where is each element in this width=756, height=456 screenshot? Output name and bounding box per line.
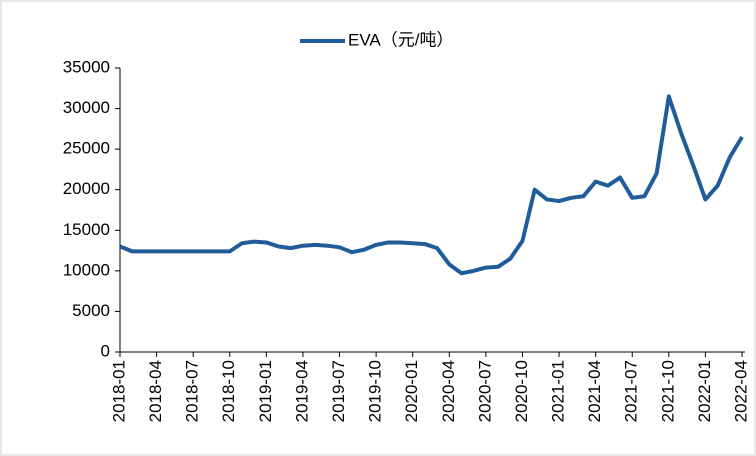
x-tick-label: 2021-10 xyxy=(658,360,677,422)
x-tick-label: 2020-07 xyxy=(475,360,494,422)
x-tick-label: 2019-10 xyxy=(366,360,385,422)
y-tick-label: 0 xyxy=(101,341,110,360)
y-tick-label: 15000 xyxy=(63,220,110,239)
x-tick-label: 2021-04 xyxy=(585,360,604,422)
x-tick-label: 2018-01 xyxy=(109,360,128,422)
y-tick-label: 25000 xyxy=(63,139,110,158)
x-tick-label: 2022-04 xyxy=(731,360,750,422)
x-tick-label: 2022-01 xyxy=(695,360,714,422)
x-tick-label: 2020-10 xyxy=(512,360,531,422)
x-tick-label: 2021-07 xyxy=(622,360,641,422)
x-tick-label: 2020-04 xyxy=(439,360,458,422)
x-tick-label: 2018-07 xyxy=(183,360,202,422)
legend-label: EVA（元/吨） xyxy=(348,30,453,49)
y-tick-label: 10000 xyxy=(63,260,110,279)
x-tick-label: 2019-07 xyxy=(329,360,348,422)
y-tick-label: 20000 xyxy=(63,179,110,198)
x-tick-label: 2020-01 xyxy=(402,360,421,422)
y-tick-label: 35000 xyxy=(63,57,110,76)
x-tick-label: 2018-04 xyxy=(146,360,165,422)
data-line xyxy=(119,94,744,276)
x-tick-label: 2018-10 xyxy=(219,360,238,422)
x-tick-label: 2019-01 xyxy=(256,360,275,422)
y-tick-label: 30000 xyxy=(63,98,110,117)
x-tick-label: 2021-01 xyxy=(549,360,568,422)
y-tick-label: 5000 xyxy=(72,301,110,320)
x-tick-label: 2019-04 xyxy=(292,360,311,422)
